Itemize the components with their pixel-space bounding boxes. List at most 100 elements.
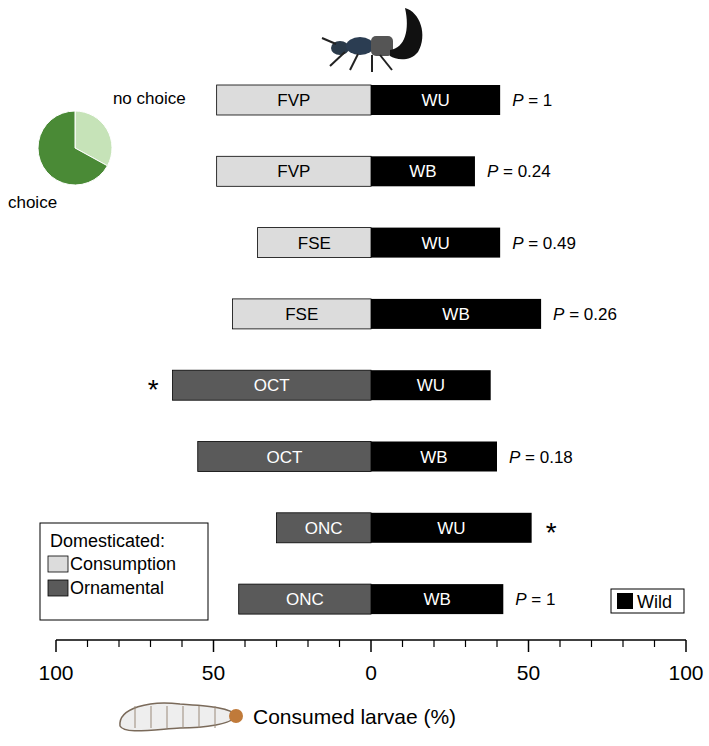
bar-label: FVP bbox=[277, 91, 310, 110]
x-tick-label: 0 bbox=[365, 661, 377, 684]
bar-label: FSE bbox=[298, 234, 331, 253]
larva-segment bbox=[215, 706, 216, 728]
domesticated-bar bbox=[173, 370, 371, 400]
chart: FVPWUP = 1FVPWBP = 0.24FSEWUP = 0.49FSEW… bbox=[0, 0, 709, 746]
x-minor-tick bbox=[496, 640, 497, 647]
legend-swatch bbox=[617, 593, 633, 609]
x-minor-tick bbox=[339, 640, 340, 647]
beetle-leg bbox=[330, 52, 345, 66]
legend-title: Domesticated: bbox=[50, 531, 165, 551]
bar-label: WB bbox=[420, 448, 447, 467]
bar-label: WB bbox=[423, 590, 450, 609]
bar-label: FSE bbox=[285, 305, 318, 324]
p-value: P = 0.26 bbox=[553, 305, 617, 324]
x-tick bbox=[55, 640, 57, 652]
larva-head bbox=[229, 709, 243, 723]
x-tick bbox=[685, 640, 687, 652]
larva-segment bbox=[183, 706, 184, 728]
x-tick bbox=[528, 640, 530, 652]
x-minor-tick bbox=[402, 640, 403, 647]
beetle-leg bbox=[380, 55, 392, 70]
beetle-leg bbox=[371, 55, 373, 72]
legend-swatch bbox=[48, 556, 68, 572]
larva-segment bbox=[135, 706, 136, 728]
x-minor-tick bbox=[276, 640, 277, 647]
larva-segment bbox=[167, 706, 168, 728]
domesticated-bar bbox=[217, 85, 371, 115]
p-value: P = 0.18 bbox=[509, 448, 573, 467]
beetle-leg bbox=[322, 38, 336, 44]
beetle-leg bbox=[350, 54, 358, 70]
wild-bar bbox=[371, 513, 532, 543]
pie: no choice choice bbox=[8, 89, 186, 212]
x-axis-label: Consumed larvae (%) bbox=[253, 705, 456, 728]
bar-label: ONC bbox=[305, 519, 343, 538]
labels: FVPWUP = 1FVPWBP = 0.24FSEWUP = 0.49FSEW… bbox=[148, 91, 617, 609]
x-minor-tick bbox=[181, 640, 182, 647]
wild-bar bbox=[371, 85, 500, 115]
bars bbox=[173, 85, 542, 614]
x-tick-label: 50 bbox=[202, 661, 225, 684]
significance: * bbox=[546, 517, 557, 548]
legend-swatch bbox=[48, 580, 68, 596]
beetle-abdomen bbox=[390, 8, 422, 59]
beetle-elytra bbox=[371, 36, 393, 56]
domesticated-bar bbox=[258, 228, 371, 258]
p-value: P = 1 bbox=[515, 590, 555, 609]
bar-label: WB bbox=[442, 305, 469, 324]
legend-box bbox=[40, 523, 208, 620]
x-minor-tick bbox=[244, 640, 245, 647]
bar-label: WB bbox=[409, 162, 436, 181]
domesticated-bar bbox=[198, 442, 371, 472]
x-minor-tick bbox=[87, 640, 88, 647]
wild-bar bbox=[371, 156, 475, 186]
x-minor-tick bbox=[559, 640, 560, 647]
larva-segment bbox=[199, 706, 200, 728]
bar-label: FVP bbox=[277, 162, 310, 181]
beetle-thorax bbox=[346, 37, 374, 55]
bar-label: OCT bbox=[254, 376, 290, 395]
bar-label: OCT bbox=[266, 448, 302, 467]
x-minor-tick bbox=[622, 640, 623, 647]
x-minor-tick bbox=[150, 640, 151, 647]
legend-label: Consumption bbox=[70, 554, 176, 574]
larva-icon bbox=[120, 703, 243, 731]
pie-label: choice bbox=[8, 193, 57, 212]
pie-slice bbox=[38, 111, 107, 185]
bar-label: ONC bbox=[286, 590, 324, 609]
x-minor-tick bbox=[118, 640, 119, 647]
legend-label: Ornamental bbox=[70, 578, 164, 598]
x-minor-tick bbox=[307, 640, 308, 647]
wild-bar bbox=[371, 370, 491, 400]
bar-label: WU bbox=[421, 234, 449, 253]
p-value: P = 0.24 bbox=[487, 162, 551, 181]
larva-segment bbox=[151, 706, 152, 728]
domesticated-bar bbox=[239, 584, 371, 614]
bar-label: WU bbox=[421, 91, 449, 110]
wild-bar bbox=[371, 584, 503, 614]
wild-bar bbox=[371, 299, 541, 329]
pie-label: no choice bbox=[113, 89, 186, 108]
x-minor-tick bbox=[654, 640, 655, 647]
significance: * bbox=[148, 374, 159, 405]
x-minor-tick bbox=[433, 640, 434, 647]
legend-box bbox=[611, 589, 684, 613]
domesticated-bar bbox=[232, 299, 371, 329]
x-tick-label: 100 bbox=[38, 661, 73, 684]
legend-label: Wild bbox=[637, 592, 672, 612]
x-tick bbox=[213, 640, 215, 652]
larva-body bbox=[120, 703, 236, 731]
x-minor-tick bbox=[591, 640, 592, 647]
x-tick-label: 50 bbox=[517, 661, 540, 684]
x-tick bbox=[370, 640, 372, 652]
wild-bar bbox=[371, 442, 497, 472]
x-tick-label: 100 bbox=[668, 661, 703, 684]
domesticated-bar bbox=[277, 513, 372, 543]
x-minor-tick bbox=[465, 640, 466, 647]
wild-bar bbox=[371, 228, 500, 258]
p-value: P = 1 bbox=[512, 91, 552, 110]
bar-label: WU bbox=[417, 376, 445, 395]
beetle-icon bbox=[322, 8, 422, 72]
domesticated-bar bbox=[217, 156, 371, 186]
legend: Domesticated: Consumption Ornamental Wild bbox=[40, 523, 684, 620]
